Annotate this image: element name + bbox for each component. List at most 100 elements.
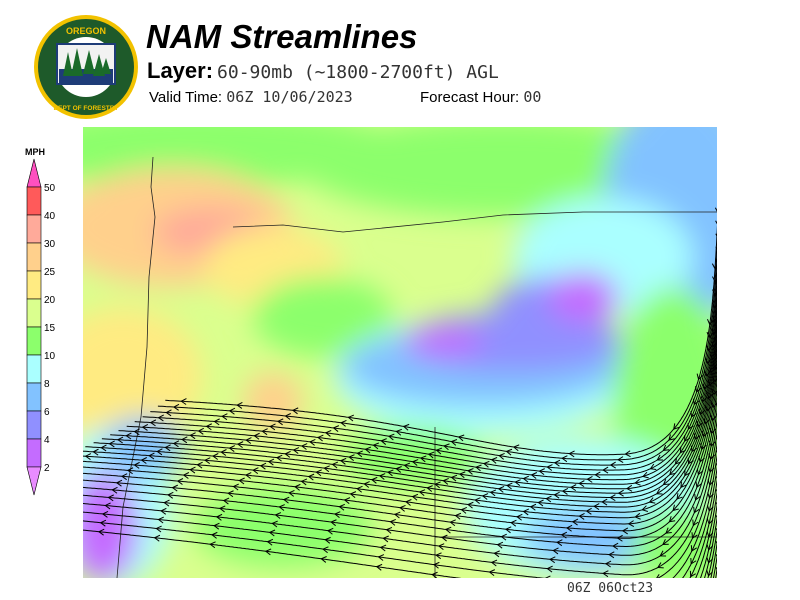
streamline-arrow <box>578 512 585 520</box>
streamline-arrow <box>546 565 553 573</box>
streamline-arrow <box>107 494 114 502</box>
streamline-arrow <box>330 519 337 527</box>
streamline-arrow <box>205 423 213 431</box>
streamline-arrow <box>444 526 452 534</box>
streamline-arrow <box>490 457 498 464</box>
streamline <box>126 295 717 481</box>
streamline-arrow <box>116 436 124 444</box>
streamline-arrow <box>220 449 227 456</box>
streamline-arrow <box>276 418 284 426</box>
streamline-arrow <box>692 519 699 527</box>
streamline-arrow <box>570 484 577 492</box>
streamline-arrow <box>213 418 220 426</box>
streamline-arrow <box>691 532 698 540</box>
streamline-arrow <box>163 499 170 507</box>
streamline-arrow <box>149 419 157 427</box>
streamline-arrow <box>659 550 667 557</box>
streamline-arrow <box>617 489 624 497</box>
streamline-arrow <box>324 430 332 437</box>
streamlines <box>83 207 717 578</box>
streamline-arrow <box>399 504 406 512</box>
streamline <box>699 502 717 578</box>
streamline-arrow <box>348 454 355 462</box>
colorbar-band <box>26 410 42 440</box>
streamline-arrow <box>189 432 196 440</box>
streamline-arrow <box>218 505 226 513</box>
streamline-arrow <box>411 459 419 466</box>
forecast-hour: Forecast Hour: 00 <box>420 88 541 106</box>
streamline-arrow <box>221 413 228 421</box>
streamline-arrow <box>500 533 507 541</box>
streamline-arrow <box>171 484 179 492</box>
streamline-arrow <box>616 534 623 542</box>
streamline-arrow <box>320 556 327 563</box>
streamline-arrow <box>481 493 489 500</box>
streamline-arrow <box>561 455 568 463</box>
streamline-arrow <box>211 531 218 539</box>
streamline-arrow <box>522 508 530 516</box>
streamline-arrow <box>458 471 466 479</box>
streamline-arrow <box>370 476 378 484</box>
streamline-arrow <box>690 557 697 565</box>
streamline-arrow <box>389 518 396 526</box>
streamline-arrow <box>689 570 696 578</box>
streamline-arrow <box>99 519 107 527</box>
streamline-arrow <box>189 466 196 474</box>
streamline-arrow <box>609 461 616 469</box>
streamline-arrow <box>571 518 579 526</box>
streamline-arrow <box>165 409 172 417</box>
streamline-arrow <box>259 462 267 470</box>
streamline-arrow <box>141 424 149 431</box>
streamline-arrow <box>556 539 563 547</box>
streamline-arrow <box>712 363 717 370</box>
streamline-arrow <box>713 350 717 357</box>
streamline-arrow <box>332 425 340 432</box>
streamline <box>83 396 717 547</box>
streamline-arrow <box>493 550 500 558</box>
colorbar-tick-label: 6 <box>44 407 50 418</box>
streamline-arrow <box>104 502 111 510</box>
streamline-arrow <box>514 479 521 487</box>
valid-time-label: Valid Time: <box>149 89 223 106</box>
streamline-arrow <box>322 546 329 554</box>
streamline-arrow <box>627 520 635 528</box>
streamline-arrow <box>317 434 324 442</box>
streamline <box>85 337 717 503</box>
colorbar-unit: MPH <box>25 147 45 157</box>
streamline-arrow <box>309 438 316 446</box>
streamline-arrow <box>167 491 174 499</box>
streamline-arrow <box>694 494 701 501</box>
streamline-arrow <box>706 518 714 525</box>
streamline-arrow <box>642 471 649 479</box>
streamline-arrow <box>593 503 600 510</box>
colorbar-tick-label: 40 <box>44 211 56 222</box>
streamline-arrow <box>710 401 717 409</box>
streamline <box>83 377 717 532</box>
streamline-arrow <box>363 481 370 488</box>
streamline-arrow <box>510 519 517 527</box>
streamline-arrow <box>347 414 355 422</box>
streamline-arrow <box>529 503 537 511</box>
streamline <box>682 464 717 578</box>
state-boundaries <box>116 156 717 578</box>
streamline-arrow <box>164 444 171 452</box>
streamline-arrow <box>549 556 556 564</box>
streamline-arrow <box>715 246 717 250</box>
streamline-arrow <box>333 511 341 519</box>
layer-label: Layer: <box>147 58 214 83</box>
streamline-arrow <box>300 443 308 450</box>
streamline-arrow <box>377 554 385 561</box>
streamline-arrow <box>585 507 592 515</box>
streamline-arrow <box>715 233 717 238</box>
streamline-arrow <box>148 452 155 460</box>
streamline-arrow <box>516 513 523 521</box>
streamline-arrow <box>101 510 109 518</box>
streamline-arrow <box>674 458 682 465</box>
streamline <box>83 407 717 556</box>
streamline-arrow <box>156 448 163 456</box>
streamline-arrow <box>706 544 714 551</box>
streamline <box>83 452 717 578</box>
streamline-arrow <box>215 513 223 521</box>
streamline-arrow <box>307 473 315 481</box>
streamline-arrow <box>442 478 449 485</box>
